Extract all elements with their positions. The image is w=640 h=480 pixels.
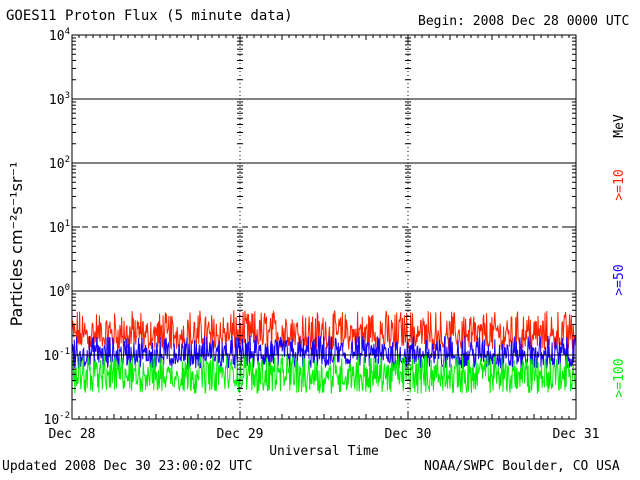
- y-tick-label: 101: [49, 219, 70, 236]
- y-tick-label: 102: [49, 155, 70, 172]
- axes-layer: [71, 34, 577, 420]
- series-layer: [71, 310, 577, 394]
- legend-entry-1: >=50: [612, 264, 627, 295]
- grid-layer: [72, 35, 576, 419]
- legend-entry-0: >=10: [612, 169, 627, 200]
- labels-layer: 10-2 10-1 100 101 102 103 104 Dec 28 Dec 29 Dec 3…: [7, 27, 627, 459]
- x-tick-label: Dec 29: [217, 427, 264, 442]
- legend-units: MeV: [612, 114, 627, 138]
- credit-text: NOAA/SWPC Boulder, CO USA: [424, 459, 620, 474]
- y-axis-label: Particles cm⁻²s⁻¹sr⁻¹: [7, 162, 26, 327]
- x-tick-label: Dec 31: [553, 427, 600, 442]
- chart-title: GOES11 Proton Flux (5 minute data): [6, 8, 293, 24]
- x-tick-label: Dec 28: [49, 427, 96, 442]
- series-line-2: [71, 354, 577, 394]
- y-tick-label: 100: [49, 283, 70, 300]
- x-axis-label: Universal Time: [269, 444, 379, 459]
- y-tick-label: 10-2: [44, 411, 71, 428]
- y-tick-label: 104: [49, 27, 70, 44]
- legend-entry-2: >=100: [612, 358, 627, 397]
- x-tick-label: Dec 30: [385, 427, 432, 442]
- series-line-1: [71, 335, 577, 370]
- begin-time: Begin: 2008 Dec 28 0000 UTC: [418, 14, 630, 29]
- y-tick-label: 103: [49, 91, 70, 108]
- y-tick-label: 10-1: [44, 347, 71, 364]
- updated-timestamp: Updated 2008 Dec 30 23:00:02 UTC: [2, 459, 253, 474]
